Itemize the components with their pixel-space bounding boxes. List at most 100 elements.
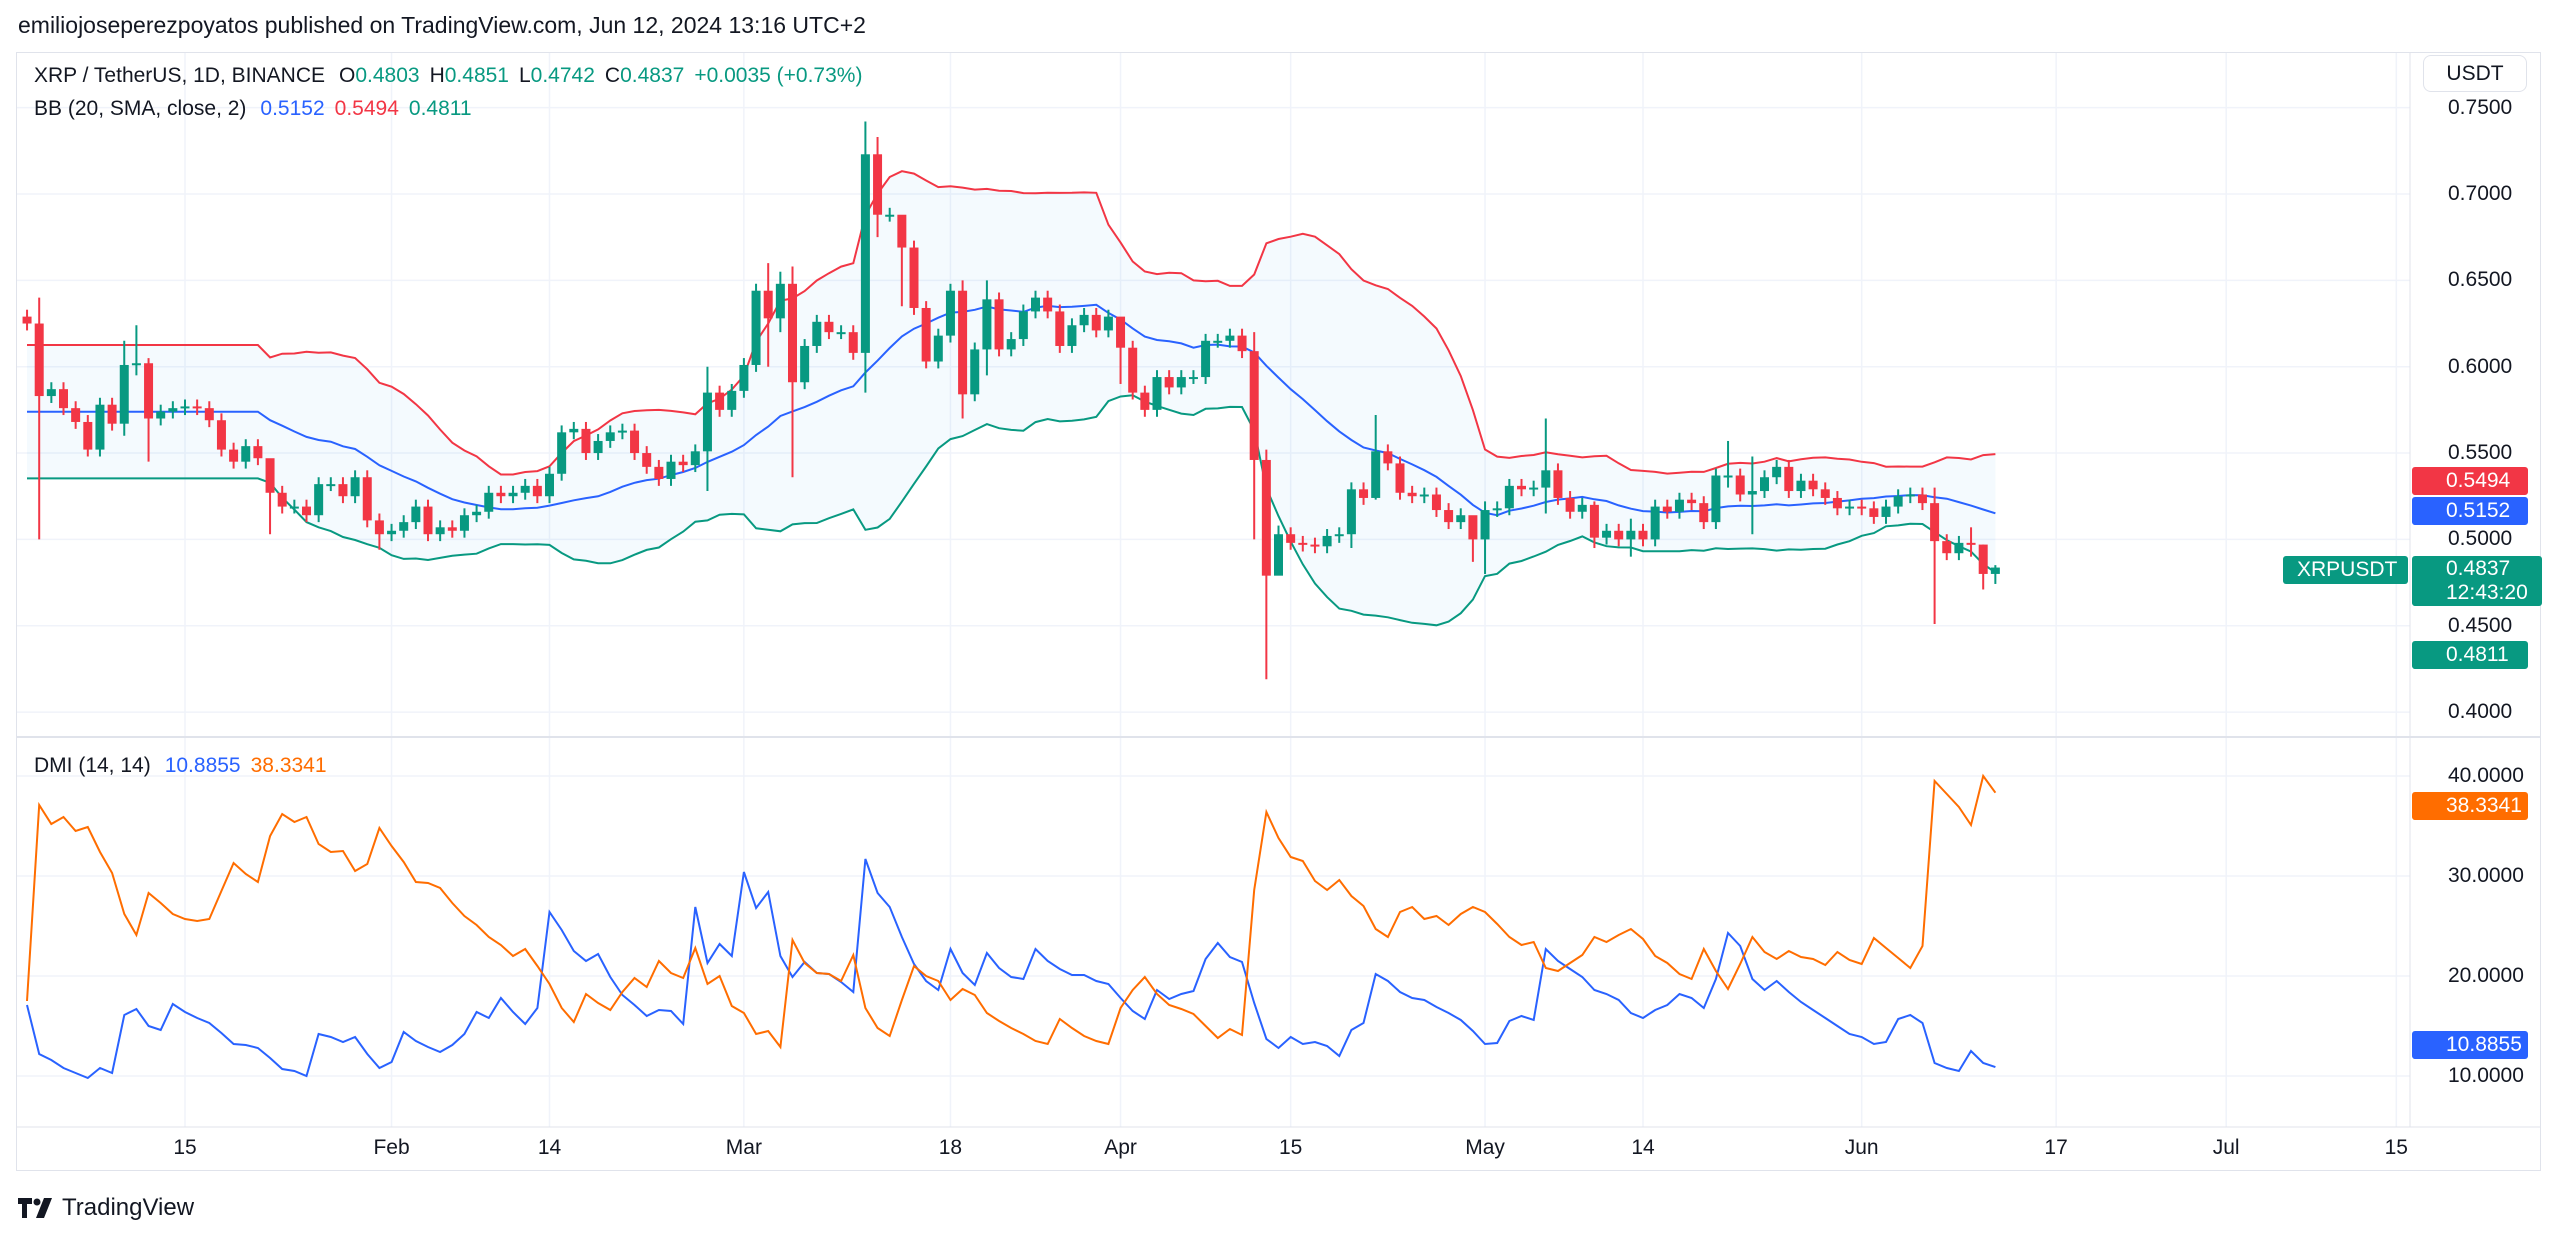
candle <box>945 283 955 343</box>
candle-body <box>1589 504 1599 538</box>
candle <box>1298 535 1308 552</box>
candle <box>1468 515 1478 562</box>
candle <box>532 478 542 504</box>
candle-body <box>1346 489 1356 535</box>
candle-body <box>289 506 299 509</box>
bb-lower-line <box>27 394 1996 627</box>
candle <box>1930 487 1940 625</box>
candle <box>1820 482 1830 505</box>
candle <box>350 470 360 504</box>
candle-body <box>1407 492 1417 497</box>
candle <box>557 425 567 481</box>
candle <box>484 485 494 519</box>
candle-body <box>144 363 154 419</box>
candle-body <box>885 214 895 217</box>
bb-upper-badge: 0.5494 <box>2412 467 2528 495</box>
candle-body <box>508 492 518 497</box>
dmi-legend[interactable]: DMI (14, 14) 10.8855 38.3341 <box>34 754 337 778</box>
dmi-title[interactable]: DMI (14, 14) <box>34 754 151 777</box>
candle <box>192 399 202 416</box>
published-byline: emiliojoseperezpoyatos published on Trad… <box>18 12 866 38</box>
bb-basis-value: 0.5152 <box>260 97 325 120</box>
candle <box>1274 525 1283 576</box>
candle <box>1905 487 1915 504</box>
candle-body <box>702 392 712 452</box>
candle <box>22 309 32 331</box>
candle-body <box>1541 470 1551 488</box>
candle <box>1869 501 1879 524</box>
candle-body <box>1602 530 1612 538</box>
candle-body <box>873 154 883 215</box>
bb-title[interactable]: BB (20, SMA, close, 2) <box>34 97 247 120</box>
candle <box>1577 497 1587 519</box>
time-label: May <box>1465 1136 1505 1159</box>
candle <box>1541 418 1551 514</box>
candle-body <box>277 492 287 507</box>
time-label: 15 <box>1278 1136 1303 1159</box>
candle <box>775 271 785 333</box>
candle <box>1006 332 1016 357</box>
candle-body <box>800 345 810 383</box>
tradingview-logo-icon <box>18 1198 52 1218</box>
candle-body <box>302 506 311 516</box>
candle-body <box>1723 475 1733 478</box>
candle-body <box>751 290 761 365</box>
price-tick-label: 0.7500 <box>2448 95 2513 119</box>
bb-legend[interactable]: BB (20, SMA, close, 2) 0.5152 0.5494 0.4811 <box>34 97 482 121</box>
candle-body <box>921 307 931 362</box>
candle-body <box>739 364 749 391</box>
candle-body <box>83 421 93 450</box>
candle-body <box>229 449 239 462</box>
candle <box>1188 370 1198 384</box>
candle <box>885 207 895 222</box>
candle-body <box>1322 535 1332 547</box>
candle-body <box>1079 314 1089 326</box>
candle <box>119 340 129 436</box>
candle-body <box>95 404 105 450</box>
candle-body <box>812 321 822 346</box>
candle-body <box>1444 510 1454 523</box>
candle <box>265 458 275 535</box>
candle <box>216 413 226 457</box>
symbol-title[interactable]: XRP / TetherUS, 1D, BINANCE <box>34 64 325 87</box>
candle <box>836 325 846 340</box>
candle <box>994 292 1004 357</box>
candle-body <box>1626 530 1636 540</box>
candle <box>1784 459 1794 498</box>
candle <box>1687 492 1697 511</box>
candle <box>1808 473 1818 497</box>
bb-upper-line <box>27 170 1996 476</box>
candle <box>1383 444 1393 471</box>
candle-body <box>1055 311 1065 346</box>
dmi-plus-value: 10.8855 <box>164 754 241 777</box>
candle <box>302 499 311 523</box>
symbol-legend[interactable]: XRP / TetherUS, 1D, BINANCE O0.4803 H0.485… <box>34 64 872 88</box>
chart-frame <box>16 52 2541 1171</box>
candle-body <box>1504 485 1514 509</box>
candle <box>1589 501 1599 549</box>
candle-body <box>605 432 615 441</box>
candle-body <box>1274 534 1283 576</box>
plus-di-line <box>26 858 1996 1080</box>
candle <box>739 358 749 398</box>
candle <box>1517 478 1526 497</box>
candle <box>1796 473 1806 498</box>
candle-body <box>1176 377 1186 388</box>
candle-body <box>545 473 554 497</box>
candle <box>411 499 421 530</box>
candle-body <box>1832 497 1842 509</box>
candle <box>1322 529 1332 554</box>
candle-body <box>1201 340 1211 378</box>
candle-body <box>970 349 980 395</box>
candle <box>812 314 822 353</box>
candle <box>95 397 105 457</box>
currency-button[interactable]: USDT <box>2423 55 2527 92</box>
candle-body <box>1480 510 1490 540</box>
candle <box>168 401 178 419</box>
tradingview-logo[interactable]: TradingView <box>18 1194 194 1222</box>
candle <box>362 470 372 528</box>
candle <box>617 423 627 440</box>
candle-body <box>1808 480 1818 490</box>
candle-body <box>459 515 469 531</box>
